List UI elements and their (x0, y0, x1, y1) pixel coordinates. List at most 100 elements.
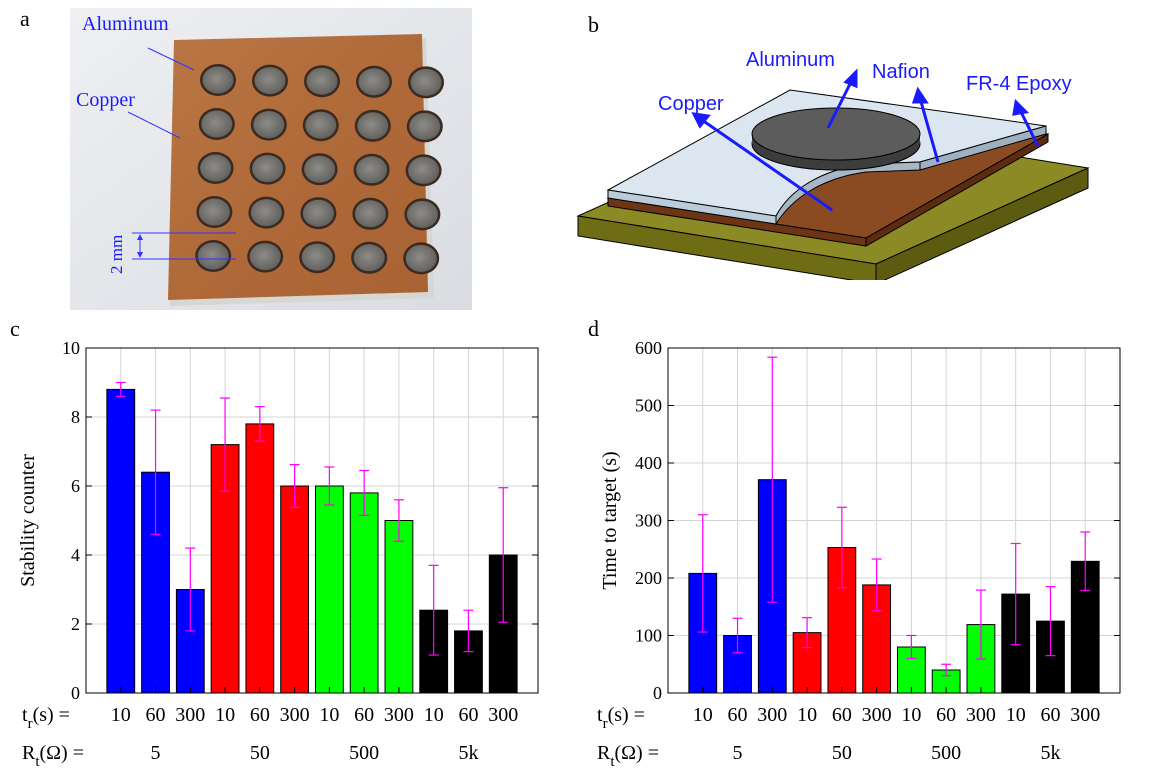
x-tick-label: 10 (424, 704, 444, 726)
aluminum-pads (195, 64, 444, 275)
error-bar (697, 514, 708, 633)
aluminum-pad (201, 110, 233, 138)
aluminum-pad (249, 243, 281, 271)
error-bar (289, 464, 300, 508)
row-label-tr-main: t (22, 704, 28, 726)
copper-layer-side (865, 133, 1049, 247)
error-bar (871, 558, 882, 612)
x-tick-label: 10 (319, 704, 339, 726)
bar (280, 485, 310, 694)
bar (314, 485, 344, 694)
error-bar (1045, 586, 1056, 657)
row-label-tr: tr(s) = (22, 704, 70, 732)
error-bar (463, 609, 474, 653)
nafion-arrow (918, 97, 940, 163)
error-bar (941, 663, 952, 677)
x-tick-label: 60 (458, 704, 478, 726)
row-label-rt: Rt(Ω) = (597, 742, 659, 770)
bar (384, 520, 414, 694)
aluminum-pad (253, 111, 285, 139)
aluminum-pad (198, 198, 230, 226)
error-bar (732, 617, 743, 654)
error-bar (802, 617, 813, 649)
x-tick-label: 300 (757, 704, 787, 726)
error-bar (185, 547, 196, 632)
x-tick-label: 10 (693, 704, 713, 726)
aluminum-pad (301, 243, 333, 271)
group-label: 50 (250, 742, 270, 764)
group-label: 500 (349, 742, 379, 764)
x-tick-label: 60 (146, 704, 166, 726)
aluminum-pad (202, 66, 234, 94)
bar (245, 423, 275, 694)
y-tick-label: 600 (635, 338, 662, 358)
layer-schematic: Copper Aluminum Nafion FR-4 Epoxy (576, 49, 1090, 280)
y-axis-label: Stability counter (17, 454, 39, 587)
aluminum-pad (406, 200, 438, 228)
aluminum-pad (357, 112, 389, 140)
panel-letter-b: b (588, 12, 599, 37)
aluminum-pad (252, 155, 284, 183)
error-bar (359, 469, 370, 516)
nafion-arrowhead (911, 86, 929, 104)
error-bar (836, 506, 847, 589)
x-tick-label: 60 (832, 704, 852, 726)
error-bar (428, 564, 439, 656)
bar (349, 492, 379, 694)
x-tick-label: 60 (936, 704, 956, 726)
error-bar (150, 409, 161, 535)
x-tick-label: 60 (1040, 704, 1060, 726)
y-tick-label: 8 (71, 407, 80, 427)
row-label-tr-sub: r (28, 716, 33, 732)
aluminum-pad (409, 112, 441, 140)
x-tick-label: 10 (901, 704, 921, 726)
row-label-tr: tr(s) = (597, 704, 645, 732)
error-bar (254, 406, 265, 442)
aluminum-pad (408, 156, 440, 184)
row-label-rt-tail: (Ω) = (40, 742, 84, 764)
row-label-rt-sub: t (610, 754, 615, 770)
fr4-arrowhead (1012, 98, 1030, 116)
aluminum-arrowhead (843, 68, 858, 89)
y-tick-label: 6 (71, 476, 80, 496)
error-bar (324, 466, 335, 506)
row-label-rt-tail: (Ω) = (615, 742, 659, 764)
x-tick-label: 300 (862, 704, 892, 726)
aluminum-pad (410, 68, 442, 96)
error-bar (767, 356, 778, 603)
aluminum-leader-line (147, 47, 195, 71)
group-label: 5k (458, 742, 478, 764)
nafion-layer-side (919, 125, 1047, 171)
copper-arrow (701, 118, 833, 212)
y-tick-label: 2 (71, 614, 80, 634)
row-label-rt-sub: t (35, 754, 40, 770)
y-tick-label: 10 (62, 338, 80, 358)
dimension-arrowhead-up (137, 234, 143, 240)
aluminum-pad (306, 67, 338, 95)
row-label-rt: Rt(Ω) = (22, 742, 84, 770)
group-label: 500 (931, 742, 961, 764)
copper-arrowhead (691, 112, 711, 129)
dimension-label: 2 mm (107, 235, 126, 274)
error-bar (393, 499, 404, 542)
x-tick-label: 60 (728, 704, 748, 726)
aluminum-label: Aluminum (82, 13, 169, 35)
x-tick-label: 300 (384, 704, 414, 726)
aluminum-pad (254, 67, 286, 95)
y-tick-label: 0 (71, 683, 80, 703)
aluminum-pad (354, 200, 386, 228)
row-label-tr-tail: (s) = (608, 704, 645, 726)
aluminum-pad (356, 156, 388, 184)
aluminum-pad (200, 154, 232, 182)
aluminum-pad (358, 68, 390, 96)
dimension-arrowhead-down (137, 252, 143, 258)
error-bar (1010, 542, 1021, 646)
y-tick-label: 300 (635, 511, 662, 531)
aluminum-arrow (826, 79, 854, 129)
x-tick-label: 300 (280, 704, 310, 726)
y-axis-label: Time to target (s) (599, 451, 621, 589)
panel-letter-d: d (588, 316, 599, 341)
aluminum-pad (302, 199, 334, 227)
